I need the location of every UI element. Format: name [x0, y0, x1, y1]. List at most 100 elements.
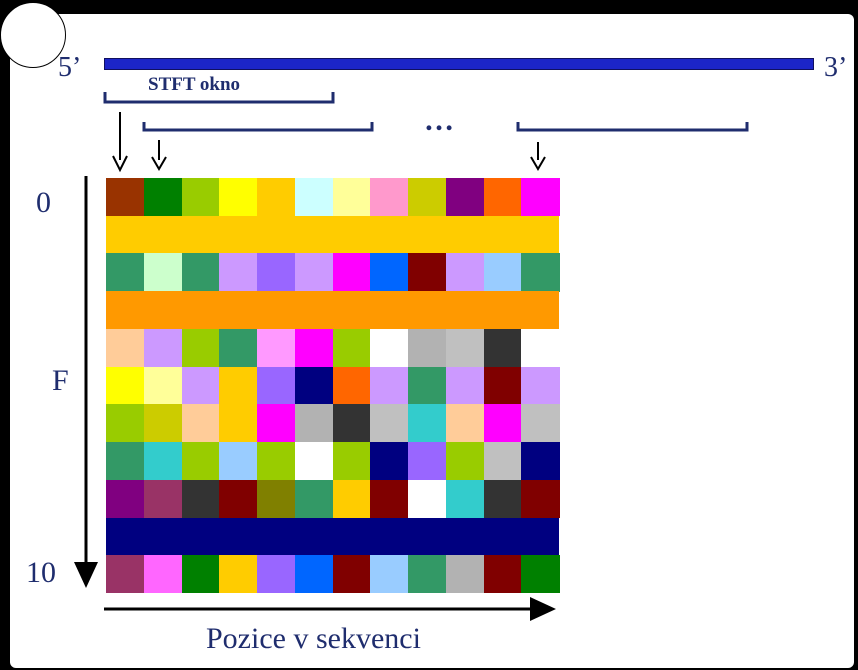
grid-cell-r4-c5 [294, 328, 333, 368]
grid-cell-r10-c8 [408, 555, 447, 594]
grid-cell-r8-c9 [445, 479, 484, 519]
grid-cell-r0-c11 [521, 178, 560, 217]
grid-cell-r8-c3 [219, 479, 258, 519]
grid-cell-r10-c1 [143, 555, 182, 594]
frequency-axis-label: F [52, 364, 69, 397]
grid-cell-r5-c4 [257, 366, 296, 405]
grid-cell-r5-c6 [332, 366, 371, 405]
grid-cell-r6-c2 [181, 404, 220, 443]
grid-cell-r7-c10 [483, 442, 522, 481]
frequency-start-label: 0 [36, 186, 51, 219]
grid-cell-r2-c0 [106, 253, 145, 292]
grid-cell-r0-c4 [257, 178, 296, 217]
grid-cell-r8-c6 [332, 479, 371, 519]
position-axis-label: Pozice v sekvenci [206, 622, 421, 655]
grid-cell-r8-c4 [257, 479, 296, 519]
grid-cell-r10-c9 [445, 555, 484, 594]
grid-cell-r4-c10 [483, 328, 522, 368]
grid-cell-r0-c7 [370, 178, 409, 217]
grid-cell-r5-c10 [483, 366, 522, 405]
grid-cell-r10-c7 [370, 555, 409, 594]
ellipsis-label: … [424, 104, 456, 137]
grid-cell-r2-c8 [408, 253, 447, 292]
corner-circle-decoration [0, 2, 66, 68]
grid-cell-r7-c2 [181, 442, 220, 481]
grid-cell-r10-c5 [294, 555, 333, 594]
frequency-end-label: 10 [26, 556, 56, 589]
frequency-axis-arrow [74, 176, 98, 588]
grid-cell-r6-c0 [106, 404, 145, 443]
grid-cell-r2-c11 [521, 253, 560, 292]
grid-cell-r4-c2 [181, 328, 220, 368]
grid-cell-r0-c6 [332, 178, 371, 217]
grid-cell-r8-c11 [521, 479, 560, 519]
grid-cell-r8-c10 [483, 479, 522, 519]
grid-cell-r7-c1 [143, 442, 182, 481]
grid-cell-r0-c9 [445, 178, 484, 217]
grid-cell-r5-c1 [143, 366, 182, 405]
grid-cell-r10-c0 [106, 555, 145, 594]
grid-cell-r4-c1 [143, 328, 182, 368]
window-bracket-2 [142, 122, 374, 132]
grid-band-row-3 [106, 291, 559, 330]
grid-cell-r0-c3 [219, 178, 258, 217]
grid-cell-r6-c10 [483, 404, 522, 443]
grid-cell-r7-c6 [332, 442, 371, 481]
grid-cell-r2-c10 [483, 253, 522, 292]
grid-cell-r4-c4 [257, 328, 296, 368]
grid-cell-r6-c8 [408, 404, 447, 443]
grid-cell-r7-c3 [219, 442, 258, 481]
window-bracket-n [516, 122, 749, 132]
grid-cell-r2-c7 [370, 253, 409, 292]
down-arrow-1 [112, 112, 128, 173]
position-axis-arrow [104, 597, 556, 621]
grid-cell-r7-c9 [445, 442, 484, 481]
stft-color-grid [106, 178, 560, 594]
grid-cell-r2-c1 [143, 253, 182, 292]
grid-cell-r2-c3 [219, 253, 258, 292]
down-arrow-n [530, 142, 546, 171]
grid-cell-r2-c2 [181, 253, 220, 292]
grid-cell-r0-c2 [181, 178, 220, 217]
grid-cell-r7-c5 [294, 442, 333, 481]
grid-cell-r2-c4 [257, 253, 296, 292]
grid-cell-r8-c2 [181, 479, 220, 519]
grid-cell-r5-c11 [521, 366, 560, 405]
grid-cell-r0-c5 [294, 178, 333, 217]
grid-cell-r10-c4 [257, 555, 296, 594]
grid-cell-r10-c6 [332, 555, 371, 594]
grid-cell-r5-c0 [106, 366, 145, 405]
grid-cell-r5-c9 [445, 366, 484, 405]
sequence-bar [104, 58, 814, 70]
grid-cell-r6-c11 [521, 404, 560, 443]
grid-cell-r5-c8 [408, 366, 447, 405]
grid-cell-r0-c0 [106, 178, 145, 217]
grid-cell-r6-c3 [219, 404, 258, 443]
grid-cell-r4-c7 [370, 328, 409, 368]
grid-band-row-9 [106, 517, 559, 556]
grid-cell-r5-c3 [219, 366, 258, 405]
window-bracket-1 [103, 92, 335, 104]
grid-cell-r0-c8 [408, 178, 447, 217]
grid-cell-r10-c3 [219, 555, 258, 594]
grid-band-row-1 [106, 215, 559, 254]
three-prime-label: 3’ [824, 52, 848, 83]
grid-cell-r6-c7 [370, 404, 409, 443]
grid-cell-r10-c11 [521, 555, 560, 594]
stft-window-label: STFT okno [148, 74, 241, 95]
grid-cell-r6-c1 [143, 404, 182, 443]
grid-cell-r2-c9 [445, 253, 484, 292]
grid-cell-r7-c11 [521, 442, 560, 481]
grid-cell-r8-c0 [106, 479, 145, 519]
grid-cell-r4-c3 [219, 328, 258, 368]
grid-cell-r4-c9 [445, 328, 484, 368]
grid-cell-r8-c5 [294, 479, 333, 519]
grid-cell-r2-c5 [294, 253, 333, 292]
grid-cell-r6-c5 [294, 404, 333, 443]
grid-cell-r0-c1 [143, 178, 182, 217]
grid-cell-r10-c2 [181, 555, 220, 594]
grid-cell-r4-c11 [521, 328, 560, 368]
grid-cell-r6-c9 [445, 404, 484, 443]
five-prime-label: 5’ [58, 52, 82, 83]
